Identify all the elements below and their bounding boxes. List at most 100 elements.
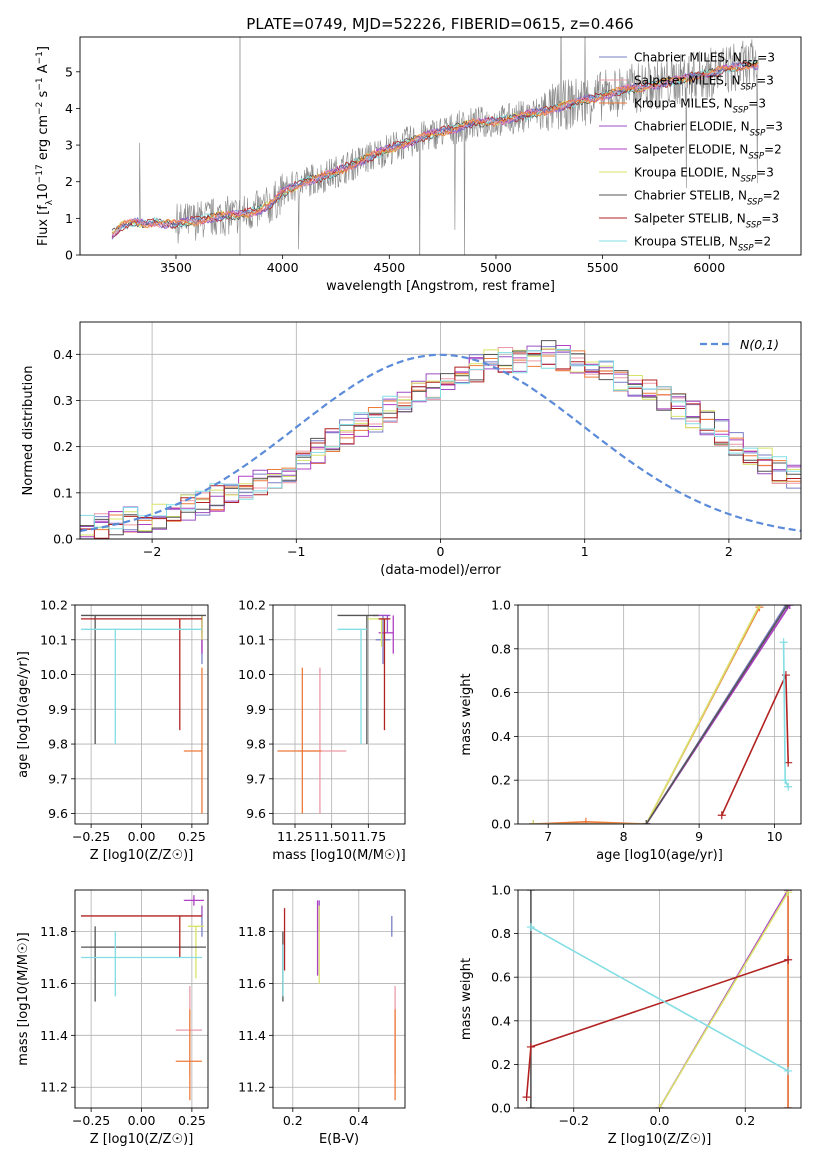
weight-marker (642, 820, 651, 824)
errorbar-point (81, 628, 202, 745)
legend-label: Salpeter ELODIE, NSSP=2 (634, 143, 782, 162)
y-tick-label: 0 (65, 248, 73, 263)
x-tick-label: 0.00 (128, 829, 156, 844)
figure-title: PLATE=0749, MJD=52226, FIBERID=0615, z=0… (246, 15, 633, 33)
weight-series (779, 638, 793, 791)
y-tick-label: 1 (65, 211, 73, 226)
weight-marker (781, 776, 790, 785)
weight-marker (784, 1104, 793, 1108)
weight-marker (529, 820, 538, 824)
x-tick-label: 10 (767, 829, 783, 844)
plot-area (80, 322, 801, 539)
plot-area (75, 605, 208, 824)
legend-label: Kroupa STELIB, NSSP=2 (634, 235, 771, 254)
weight-line (533, 605, 761, 824)
x-tick-label: 6000 (693, 260, 725, 275)
y-tick-label: 10.0 (238, 667, 266, 682)
x-axis-label: wavelength [Angstrom, rest frame] (326, 279, 555, 294)
errorbar-point (183, 667, 203, 814)
legend-label: Salpeter MILES, NSSP=3 (634, 74, 774, 93)
y-tick-label: 10.0 (40, 667, 68, 682)
model-line (111, 59, 759, 232)
y-tick-label: 0.2 (491, 1057, 511, 1072)
errorbar-point (277, 667, 322, 814)
spectrum-legend: Chabrier MILES, NSSP=3 Salpeter MILES, NS… (599, 51, 783, 254)
legend-label: Kroupa MILES, NSSP=3 (634, 97, 766, 116)
y-tick-label: 9.7 (246, 771, 266, 786)
legend-label: Chabrier MILES, NSSP=3 (634, 51, 775, 70)
y-axis-label: Flux [fλ10−17 erg cm−2 s−1 A−1] (35, 46, 55, 246)
y-tick-label: 0.0 (491, 1101, 511, 1116)
weight-series (784, 890, 793, 1108)
axes-frame (272, 889, 406, 1109)
y-tick-label: 2 (65, 174, 73, 189)
y-axis-label: mass weight (459, 673, 474, 755)
weight-series (529, 605, 764, 824)
y-tick-label: 0.8 (491, 926, 511, 941)
x-tick-label: 4000 (267, 260, 299, 275)
y-tick-label: 0.4 (491, 729, 511, 744)
weight-marker (717, 811, 726, 820)
errorbar-point (366, 618, 385, 647)
x-tick-label: 4500 (373, 260, 405, 275)
model-line (111, 61, 759, 234)
errorbar-point (297, 667, 347, 814)
y-tick-label: 9.6 (48, 806, 68, 821)
y-tick-label: 11.8 (238, 924, 266, 939)
x-tick-label: 0.2 (283, 1113, 303, 1128)
y-axis-label: age [log10(age/yr)] (16, 651, 31, 778)
x-tick-label: 0.2 (735, 1113, 755, 1128)
x-tick-label: 11.75 (350, 829, 386, 844)
weight-series (529, 605, 790, 824)
weight-marker (784, 782, 793, 791)
weight-marker (526, 890, 535, 894)
errorbar-point (375, 615, 391, 665)
panel-weight-vs-age: 7 8 9 10 0.0 0.2 0.4 0.6 0.8 1.0 age [log10(age/yr… (459, 598, 802, 863)
errorbar-point (337, 628, 367, 745)
x-tick-label: 3500 (160, 260, 192, 275)
y-tick-label: 9.9 (246, 702, 266, 717)
gaussian-curve (80, 353, 801, 532)
y-tick-label: 0.6 (491, 970, 511, 985)
legend-label: Salpeter STELIB, NSSP=3 (634, 212, 779, 231)
y-tick-label: 5 (65, 64, 73, 79)
axes-frame (517, 889, 802, 1109)
x-tick-label: 0.00 (128, 1113, 156, 1128)
weight-line (645, 605, 789, 824)
x-tick-label: 11.50 (314, 829, 350, 844)
y-tick-label: 9.6 (246, 806, 266, 821)
y-tick-label: 0.2 (491, 773, 511, 788)
y-tick-label: 11.6 (238, 976, 266, 991)
errorbar-point (81, 618, 202, 731)
weight-marker (755, 605, 764, 609)
panel-weight-vs-Z: −0.2 0.0 0.2 0.0 0.2 0.4 0.6 0.8 1.0 Z [log10(Z/Z… (459, 883, 802, 1147)
weight-marker (526, 923, 535, 932)
weight-series (522, 955, 793, 1102)
histogram-steps (80, 348, 801, 539)
axes-frame (517, 604, 802, 825)
y-tick-label: 0.1 (53, 485, 73, 500)
legend-label: Chabrier STELIB, NSSP=2 (634, 189, 780, 208)
weight-series (529, 605, 764, 824)
weight-line (533, 606, 761, 824)
plot-area (75, 890, 208, 1108)
x-tick-label: −0.25 (72, 1113, 110, 1128)
panel-residuals: −2 −1 0 1 2 0.0 0.1 0.2 0.3 0.4 (data-model)/error… (21, 321, 802, 578)
errorbar-point (183, 895, 204, 906)
weight-marker (781, 671, 790, 680)
plot-area (518, 890, 801, 1108)
weight-series (642, 605, 792, 824)
x-tick-label: −1 (287, 544, 305, 559)
model-line (111, 60, 759, 238)
y-tick-label: 9.9 (48, 702, 68, 717)
weight-marker (784, 890, 793, 897)
x-tick-label: 9 (695, 829, 703, 844)
y-tick-label: 11.4 (238, 1028, 266, 1043)
x-tick-label: −2 (143, 544, 161, 559)
y-tick-label: 0.8 (491, 641, 511, 656)
axes-frame (74, 604, 209, 825)
y-tick-label: 11.4 (40, 1028, 68, 1043)
panel-age-vs-mass: 11.25 11.50 11.75 9.6 9.7 9.8 9.9 10.0 10.1 10.2 m… (238, 598, 406, 864)
weight-line (530, 926, 789, 1072)
